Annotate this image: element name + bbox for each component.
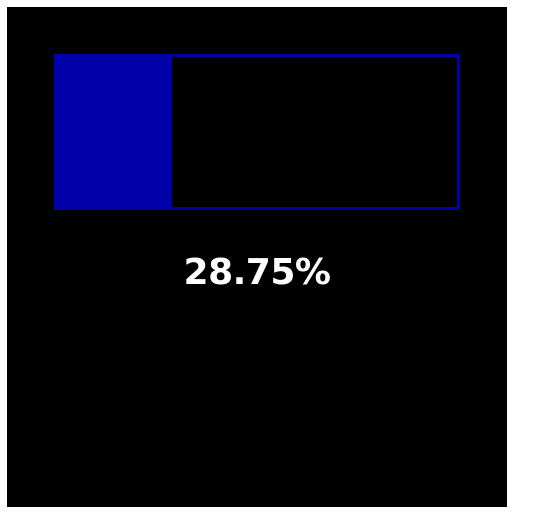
progress-panel: 28.75% (7, 7, 507, 507)
progress-percentage-label: 28.75% (183, 252, 331, 293)
progress-bar-fill (57, 57, 172, 207)
progress-bar (54, 54, 460, 210)
